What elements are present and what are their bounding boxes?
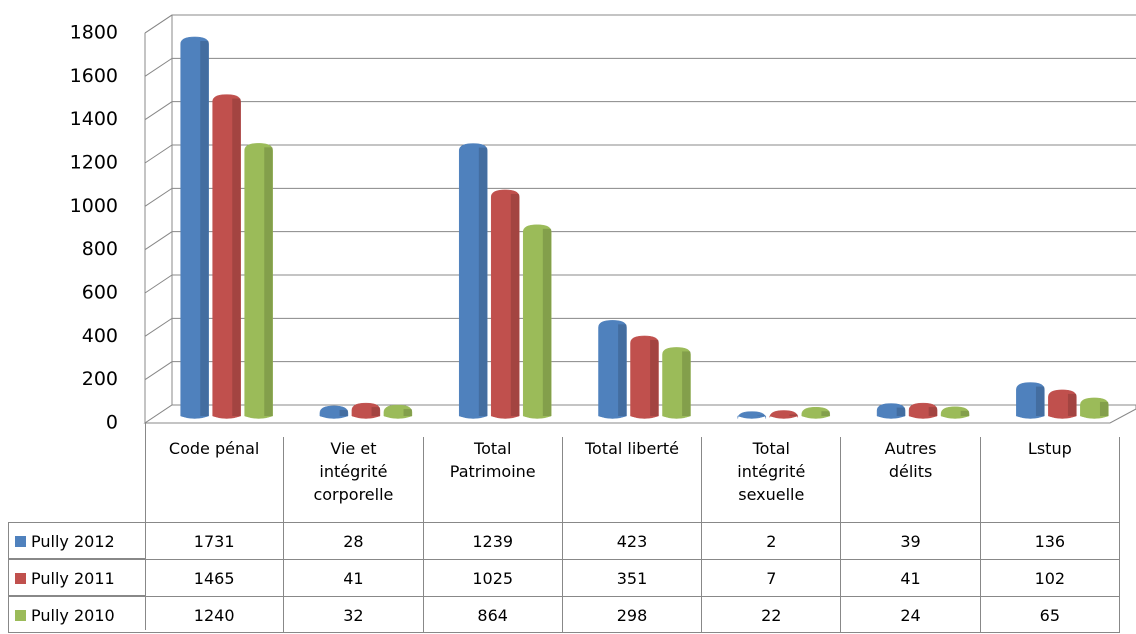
table-value: 298	[563, 596, 702, 633]
bar-shade	[200, 41, 208, 416]
legend-cell: Pully 2010	[8, 596, 145, 633]
table-value: 7	[702, 559, 841, 596]
bar-shade	[340, 410, 348, 416]
category-label: Total Patrimoine	[424, 437, 563, 522]
table-value: 1240	[145, 596, 284, 633]
bar-shade	[511, 194, 519, 416]
table-value: 1025	[424, 559, 563, 596]
grid-line	[145, 15, 1136, 33]
bar-shade	[682, 351, 690, 416]
bar-shade	[404, 409, 412, 416]
bar-shade	[372, 407, 380, 416]
category-label: Code pénal	[145, 437, 284, 522]
bar-shade	[264, 147, 272, 416]
table-value: 39	[841, 522, 980, 559]
table-value: 864	[424, 596, 563, 633]
category-label: Total intégrité sexuelle	[702, 437, 841, 522]
table-value: 65	[981, 596, 1120, 633]
y-tick-label: 1000	[70, 195, 118, 217]
legend-swatch	[15, 610, 26, 621]
table-value: 22	[702, 596, 841, 633]
grid-line	[145, 275, 1136, 293]
table-value: 1239	[424, 522, 563, 559]
bar-shade	[1068, 394, 1076, 416]
bar-shade	[789, 414, 797, 416]
table-value: 28	[284, 522, 423, 559]
category-label: Total liberté	[563, 437, 702, 522]
legend-cell: Pully 2012	[8, 522, 145, 559]
grid-line	[145, 188, 1136, 206]
table-value: 1731	[145, 522, 284, 559]
grid-line	[145, 102, 1136, 120]
y-tick-label: 1600	[70, 65, 118, 87]
table-value: 136	[981, 522, 1120, 559]
category-label: Lstup	[981, 437, 1120, 522]
bar-shade	[1100, 402, 1108, 416]
grid-line	[145, 232, 1136, 250]
table-value: 351	[563, 559, 702, 596]
bar-shade	[543, 229, 551, 416]
bar-shade	[650, 340, 658, 416]
table-value: 102	[981, 559, 1120, 596]
bar-shade	[961, 411, 969, 416]
y-tick-label: 1400	[70, 108, 118, 130]
bar-shade	[232, 99, 240, 416]
table-value: 41	[284, 559, 423, 596]
category-label: Autres délits	[841, 437, 980, 522]
bar-shade	[618, 324, 626, 416]
y-tick-label: 1800	[70, 22, 118, 44]
table-value: 32	[284, 596, 423, 633]
y-tick-label: 400	[82, 325, 118, 347]
bar-shade	[1036, 387, 1044, 416]
table-value: 41	[841, 559, 980, 596]
y-tick-label: 800	[82, 238, 118, 260]
bar-shade	[897, 408, 905, 416]
grid-line	[145, 145, 1136, 163]
category-label: Vie et intégrité corporelle	[284, 437, 423, 522]
grid-line	[145, 318, 1136, 336]
y-tick-label: 600	[82, 282, 118, 304]
y-tick-label: 200	[82, 368, 118, 390]
table-value: 2	[702, 522, 841, 559]
legend-swatch	[15, 536, 26, 547]
legend-cell: Pully 2011	[8, 559, 145, 596]
y-tick-label: 0	[106, 412, 118, 434]
table-value: 24	[841, 596, 980, 633]
grid-line	[145, 58, 1136, 76]
y-tick-label: 1200	[70, 152, 118, 174]
table-value: 1465	[145, 559, 284, 596]
bar-shade	[821, 411, 829, 416]
table-value: 423	[563, 522, 702, 559]
bar-shade	[479, 148, 487, 416]
legend-swatch	[15, 573, 26, 584]
bar-shade	[929, 407, 937, 416]
